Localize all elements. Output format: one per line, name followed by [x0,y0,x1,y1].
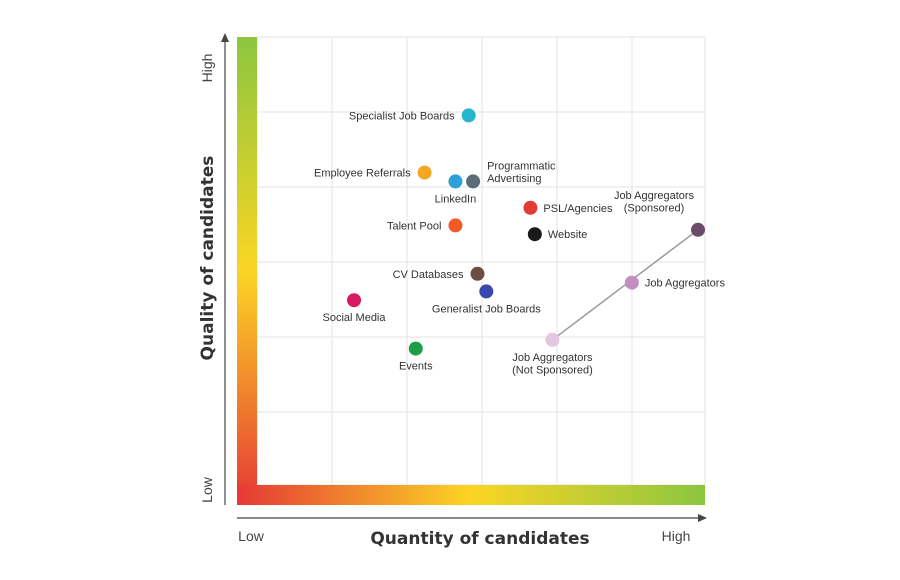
label-talent-pool: Talent Pool [387,220,441,232]
y-gradient-bar [237,37,257,505]
label-line: PSL/Agencies [543,203,613,215]
point-psl-agencies [523,200,538,215]
label-social-media: Social Media [323,312,387,324]
label-generalist-job-boards: Generalist Job Boards [432,303,541,315]
point-events [408,341,423,356]
label-line: Social Media [323,312,387,324]
label-line: Programmatic [487,160,556,172]
x-tick-low: Low [238,528,265,544]
label-cv-databases: CV Databases [393,269,464,281]
y-tick-low: Low [199,476,215,503]
label-line: LinkedIn [435,193,477,205]
label-line: (Sponsored) [624,202,685,214]
label-employee-referrals: Employee Referrals [314,168,411,180]
labels-layer: Specialist Job Boards Employee Referrals L… [314,110,725,376]
label-job-aggregators: Job Aggregators [645,278,726,290]
point-programmatic-advertising [466,174,481,189]
y-tick-high: High [199,54,215,83]
label-line: Talent Pool [387,220,441,232]
label-line: Specialist Job Boards [349,110,455,122]
point-employee-referrals [417,165,432,180]
label-line: Job Aggregators [512,352,593,364]
x-gradient-bar [237,485,705,505]
point-specialist-job-boards [461,108,476,123]
x-tick-high: High [662,528,691,544]
label-website: Website [548,229,588,241]
label-line: Generalist Job Boards [432,303,541,315]
y-axis-title: Quality of candidates [198,156,218,361]
x-axis-arrow [237,514,707,522]
label-line: Events [399,361,433,373]
label-linkedin: LinkedIn [435,193,477,205]
label-line: Advertising [487,173,541,185]
label-line: Job Aggregators [614,190,695,202]
point-talent-pool [448,218,463,233]
point-generalist-job-boards [479,284,494,299]
point-website [527,227,542,242]
label-psl-agencies: PSL/Agencies [543,203,613,215]
label-line: (Not Sponsored) [512,364,593,376]
label-job-aggregators-not-sponsored: Job Aggregators (Not Sponsored) [512,352,593,377]
grid [256,36,706,486]
y-axis-arrow [221,33,229,505]
label-line: Job Aggregators [645,278,726,290]
x-axis-title: Quantity of candidates [370,529,589,549]
point-social-media [347,293,362,308]
label-line: Employee Referrals [314,168,411,180]
label-specialist-job-boards: Specialist Job Boards [349,110,455,122]
points-layer [347,108,705,356]
label-line: CV Databases [393,269,464,281]
label-events: Events [399,361,433,373]
label-job-aggregators-sponsored: Job Aggregators (Sponsored) [614,190,695,215]
point-job-aggregators-not-sponsored [545,332,560,347]
point-linkedin [448,174,463,189]
point-job-aggregators-sponsored [691,222,705,237]
point-job-aggregators [624,275,639,290]
label-programmatic-advertising: Programmatic Advertising [487,160,556,185]
point-cv-databases [470,266,485,281]
label-line: Website [548,229,588,241]
